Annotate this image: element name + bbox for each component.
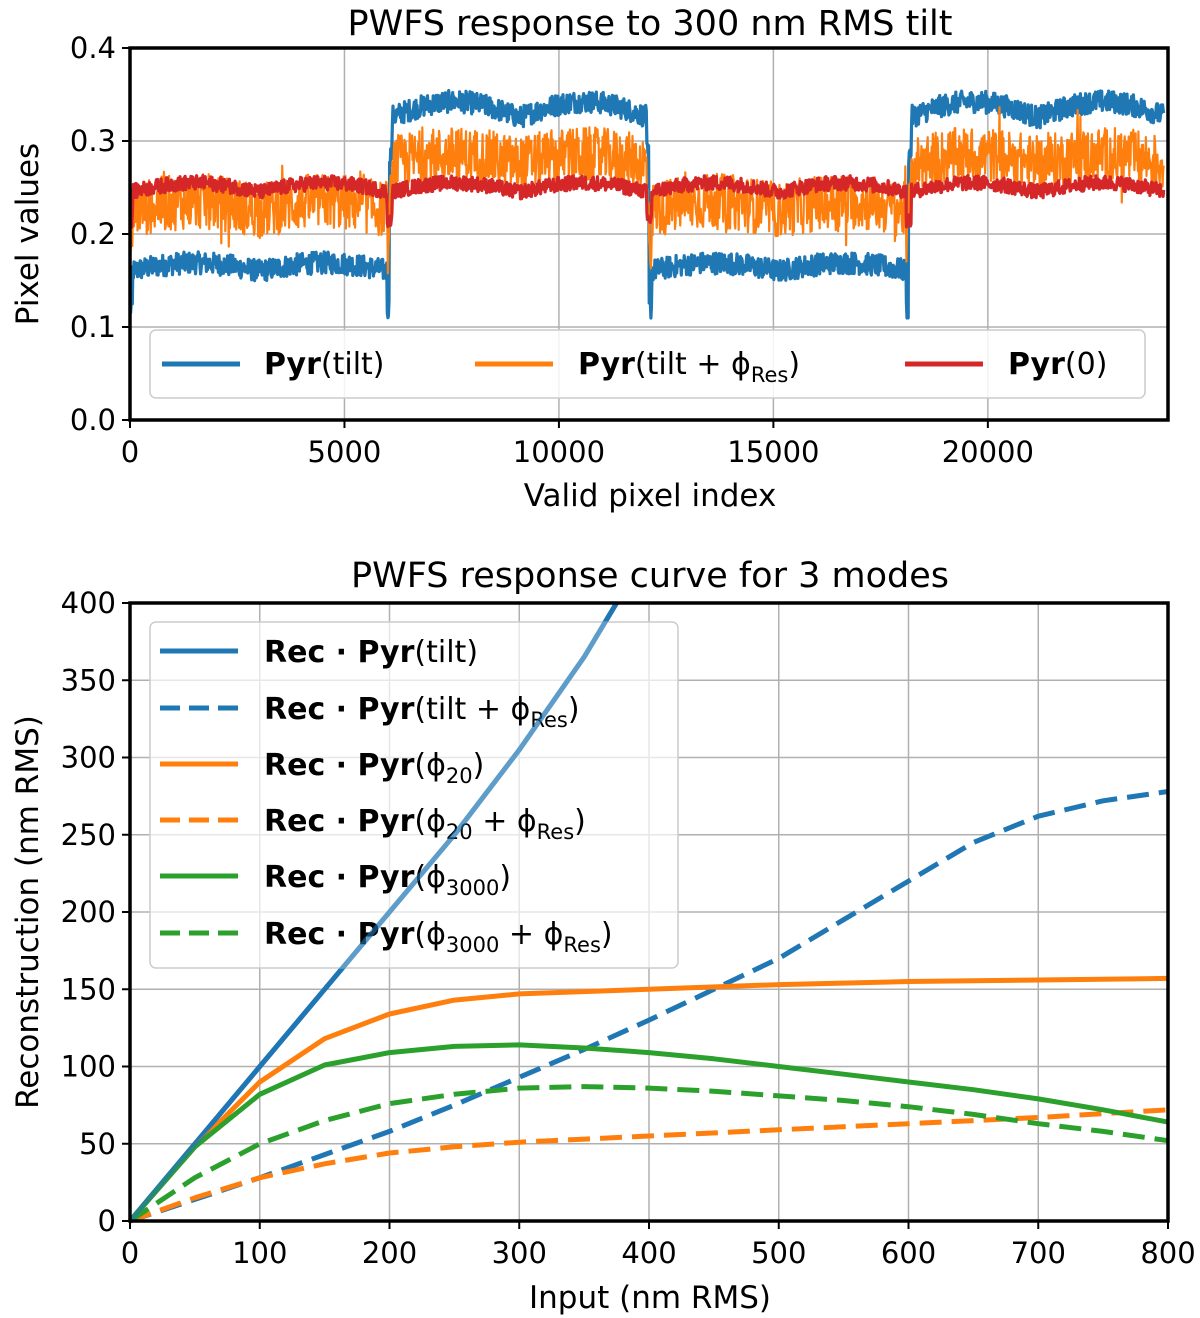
chart-bottom-legend-label-5: Rec · Pyr(ϕ3000 + ϕRes)	[264, 917, 613, 957]
chart-bottom-legend-bold-0: Rec · Pyr	[264, 635, 415, 670]
chart-top-ytick-label-1: 0.1	[70, 310, 116, 344]
chart-top-legend-text-tilt: (tilt)	[321, 347, 385, 382]
chart-top-ticks: 0 5000 10000 15000 20000 0.0 0.1 0.2 0.3 0.4	[70, 31, 1034, 469]
chart-top-legend-text-zero: (0)	[1065, 347, 1108, 382]
chart-top-series-tilt	[128, 88, 1166, 320]
chart-bottom-xtick-label-5: 500	[751, 1236, 806, 1270]
chart-bottom-legend-sub-2: 20	[446, 764, 473, 788]
chart-top-legend-bold-zero: Pyr	[1008, 347, 1065, 382]
chart-bottom-series-rec-phi20-res	[129, 1107, 1169, 1224]
chart-top-xtick-label-1: 5000	[308, 435, 382, 469]
chart-bottom-legend-label-1: Rec · Pyr(tilt + ϕRes)	[264, 692, 580, 732]
chart-bottom-series-rec-tilt-over-legend	[128, 601, 619, 1223]
chart-bottom-ytick-label-1: 50	[79, 1127, 116, 1161]
chart-bottom-legend: Rec · Pyr(tilt) Rec · Pyr(tilt + ϕRes) R…	[149, 621, 679, 969]
chart-bottom-legend-tail-5: )	[601, 917, 613, 952]
chart-bottom-ticks: 0 100 200 300 400 500 600 700 800 0 50 100 150 200 250…	[61, 586, 1196, 1270]
chart-bottom-xtick-label-3: 300	[492, 1236, 547, 1270]
chart-top-xtick-label-4: 20000	[942, 435, 1034, 469]
chart-top-ylabel: Pixel values	[10, 143, 46, 325]
chart-bottom-series-rec-phi3000	[128, 1042, 1169, 1223]
chart-bottom-legend-tail-2: )	[473, 748, 485, 783]
chart-bottom-xtick-label-7: 700	[1011, 1236, 1066, 1270]
chart-bottom-legend-entry-5: Rec · Pyr(ϕ3000 + ϕRes)	[160, 917, 613, 957]
chart-top-legend-tail-tilt-res: )	[788, 347, 800, 382]
chart-bottom-legend-tail-3: )	[574, 804, 586, 839]
chart-bottom-xtick-label-4: 400	[621, 1236, 676, 1270]
chart-bottom-ytick-label-2: 100	[61, 1050, 116, 1084]
chart-bottom-legend-label-0: Rec · Pyr(tilt)	[264, 635, 478, 670]
chart-top-legend-label-zero: Pyr(0)	[1008, 347, 1107, 382]
chart-bottom-overlay	[128, 601, 619, 1223]
chart-bottom-legend-text-5: (ϕ	[414, 917, 446, 952]
chart-bottom-legend-sub-5: 3000	[446, 933, 499, 957]
chart-bottom-legend-text2-5: + ϕ	[499, 917, 563, 952]
chart-bottom-legend-sub-4: 3000	[446, 876, 499, 900]
chart-top-series	[128, 88, 1166, 320]
chart-bottom-xtick-label-1: 100	[232, 1236, 287, 1270]
chart-top-series-zero	[128, 174, 1166, 229]
chart-bottom-ytick-label-0: 0	[98, 1204, 116, 1238]
chart-bottom-legend-sub2-5: Res	[563, 933, 601, 957]
chart-top-ytick-label-0: 0.0	[70, 403, 116, 437]
chart-bottom-legend-bold-4: Rec · Pyr	[264, 860, 415, 895]
chart-bottom-legend-entry-0: Rec · Pyr(tilt)	[160, 635, 478, 670]
chart-bottom-legend-label-2: Rec · Pyr(ϕ20)	[264, 748, 484, 788]
chart-top-legend-entry-tilt-res: Pyr(tilt + ϕRes)	[475, 347, 800, 387]
chart-top-ytick-label-4: 0.4	[70, 31, 116, 65]
chart-bottom-ytick-label-3: 150	[61, 972, 116, 1006]
chart-top-title: PWFS response to 300 nm RMS tilt	[347, 4, 952, 44]
chart-top-legend-entry-tilt: Pyr(tilt)	[162, 347, 385, 382]
chart-top-legend-sub-tilt-res: Res	[751, 363, 789, 387]
chart-bottom-legend-tail-1: )	[568, 692, 580, 727]
chart-bottom: PWFS response curve for 3 modes Rec · Py…	[10, 556, 1196, 1316]
chart-top-ytick-label-3: 0.3	[70, 124, 116, 158]
chart-top-legend-entry-zero: Pyr(0)	[905, 347, 1107, 382]
chart-top-legend-box	[149, 329, 1146, 399]
chart-bottom-legend-text-2: (ϕ	[414, 748, 446, 783]
chart-top-legend-label-tilt-res: Pyr(tilt + ϕRes)	[578, 347, 800, 387]
chart-bottom-ytick-label-6: 300	[61, 741, 116, 775]
chart-bottom-legend-bold-2: Rec · Pyr	[264, 748, 415, 783]
chart-top-legend-text-tilt-res: (tilt + ϕ	[635, 347, 751, 382]
chart-top-legend-label-tilt: Pyr(tilt)	[264, 347, 385, 382]
chart-top-xtick-label-3: 15000	[727, 435, 819, 469]
chart-bottom-legend-text-0: (tilt)	[414, 635, 478, 670]
chart-bottom-legend-text-1: (tilt + ϕ	[414, 692, 530, 727]
chart-top-legend: Pyr(tilt) Pyr(tilt + ϕRes) Pyr(0)	[149, 329, 1146, 399]
chart-bottom-legend-text-3: (ϕ	[414, 804, 446, 839]
chart-bottom-ytick-label-8: 400	[61, 586, 116, 620]
chart-bottom-legend-tail-4: )	[499, 860, 511, 895]
chart-bottom-legend-bold-1: Rec · Pyr	[264, 692, 415, 727]
chart-bottom-legend-sub2-3: Res	[537, 820, 575, 844]
chart-bottom-ytick-label-4: 200	[61, 895, 116, 929]
chart-bottom-series-rec-phi3000-res	[128, 1084, 1169, 1224]
chart-bottom-legend-entry-2: Rec · Pyr(ϕ20)	[160, 748, 484, 788]
chart-top: PWFS response to 300 nm RMS tilt 0 5000 10…	[10, 4, 1170, 514]
chart-bottom-ytick-label-5: 250	[61, 818, 116, 852]
chart-bottom-ytick-label-7: 350	[61, 663, 116, 697]
chart-bottom-legend-text2-3: + ϕ	[473, 804, 537, 839]
chart-bottom-xlabel: Input (nm RMS)	[529, 1280, 771, 1316]
chart-bottom-series-rec-phi20	[128, 975, 1169, 1223]
chart-bottom-title: PWFS response curve for 3 modes	[351, 556, 949, 596]
chart-bottom-ylabel: Reconstruction (nm RMS)	[10, 715, 46, 1109]
chart-top-ytick-label-2: 0.2	[70, 217, 116, 251]
chart-bottom-legend-bold-3: Rec · Pyr	[264, 804, 415, 839]
chart-bottom-xtick-label-2: 200	[362, 1236, 417, 1270]
chart-top-legend-bold-tilt-res: Pyr	[578, 347, 635, 382]
chart-top-xlabel: Valid pixel index	[524, 478, 777, 514]
chart-bottom-xtick-label-0: 0	[121, 1236, 139, 1270]
chart-bottom-xtick-label-6: 600	[881, 1236, 936, 1270]
chart-bottom-legend-bold-5: Rec · Pyr	[264, 917, 415, 952]
chart-bottom-series-rec-tilt-res	[129, 789, 1169, 1224]
chart-bottom-xtick-label-8: 800	[1140, 1236, 1195, 1270]
chart-top-xtick-label-0: 0	[121, 435, 139, 469]
chart-bottom-legend-entry-1: Rec · Pyr(tilt + ϕRes)	[160, 692, 580, 732]
chart-top-legend-bold-tilt: Pyr	[264, 347, 321, 382]
chart-top-xtick-label-2: 10000	[513, 435, 605, 469]
